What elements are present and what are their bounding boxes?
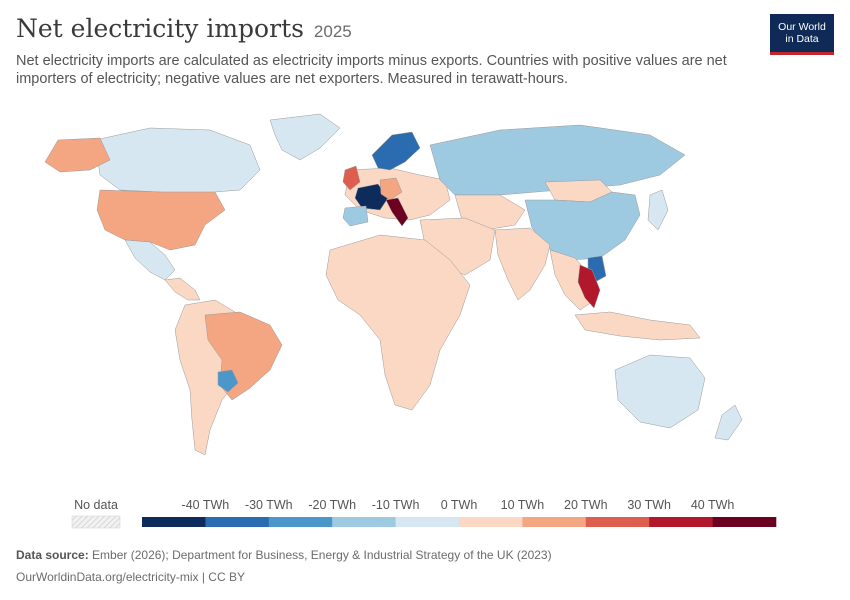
central-america-region[interactable] [164,277,201,301]
owid-logo[interactable]: Our World in Data [770,14,834,55]
legend-tick-label: -40 TWh [182,498,230,512]
japan-region[interactable] [647,189,669,231]
africa-region[interactable] [325,234,471,411]
united-states-region[interactable] [96,189,226,251]
legend-tick-label: 40 TWh [691,498,735,512]
legend-swatch [522,517,587,527]
source-label: Data source: [16,548,89,562]
indonesia-region[interactable] [574,311,701,341]
thailand-region[interactable] [577,264,601,309]
germany-region[interactable] [379,177,403,201]
legend-swatch [585,517,650,527]
url-note[interactable]: OurWorldinData.org/electricity-mix | CC … [16,570,245,584]
mexico-region[interactable] [124,239,176,281]
scandinavia-region[interactable] [371,131,421,171]
russia-region[interactable] [429,124,686,196]
paraguay-region[interactable] [217,369,239,393]
legend-tick-label: 0 TWh [441,498,478,512]
title-year: 2025 [313,22,352,41]
legend-tick-label: -20 TWh [308,498,356,512]
italy-region[interactable] [385,197,409,227]
alaska-region[interactable] [44,137,111,173]
chart-title: Net electricity imports 2025 [16,14,352,43]
north-america-region[interactable] [94,127,261,196]
legend-swatch [268,517,333,527]
no-data-label: No data [74,498,118,512]
source-note: Data source: Ember (2026); Department fo… [16,548,552,562]
world-map[interactable] [0,100,850,480]
map-legend: No data -40 TWh -30 TWh -20 TWh -10 TWh 0 TW… [71,498,777,529]
india-region[interactable] [494,227,551,301]
legend-swatch [649,517,713,527]
greenland-region[interactable] [269,113,341,161]
france-region[interactable] [354,183,389,211]
no-data-swatch [71,515,121,529]
new-zealand-region[interactable] [714,404,743,441]
logo-line-2: in Data [785,33,819,45]
legend-tick-label: -10 TWh [372,498,420,512]
australia-region[interactable] [614,354,706,429]
title-text: Net electricity imports [16,14,304,43]
uk-region[interactable] [342,165,361,191]
legend-swatch [395,517,460,527]
source-text: Ember (2026); Department for Business, E… [92,548,552,562]
chart-subtitle: Net electricity imports are calculated a… [16,53,727,87]
legend-swatch [712,517,777,527]
spain-region[interactable] [342,205,369,227]
legend-swatch [332,517,396,527]
legend-swatch [459,517,523,527]
legend-swatch [142,517,206,527]
legend-tick-label: 30 TWh [627,498,671,512]
logo-line-1: Our World [778,21,826,33]
legend-swatch [205,517,270,527]
legend-tick-label: 20 TWh [564,498,608,512]
legend-tick-label: -30 TWh [245,498,293,512]
legend-tick-label: 10 TWh [501,498,545,512]
